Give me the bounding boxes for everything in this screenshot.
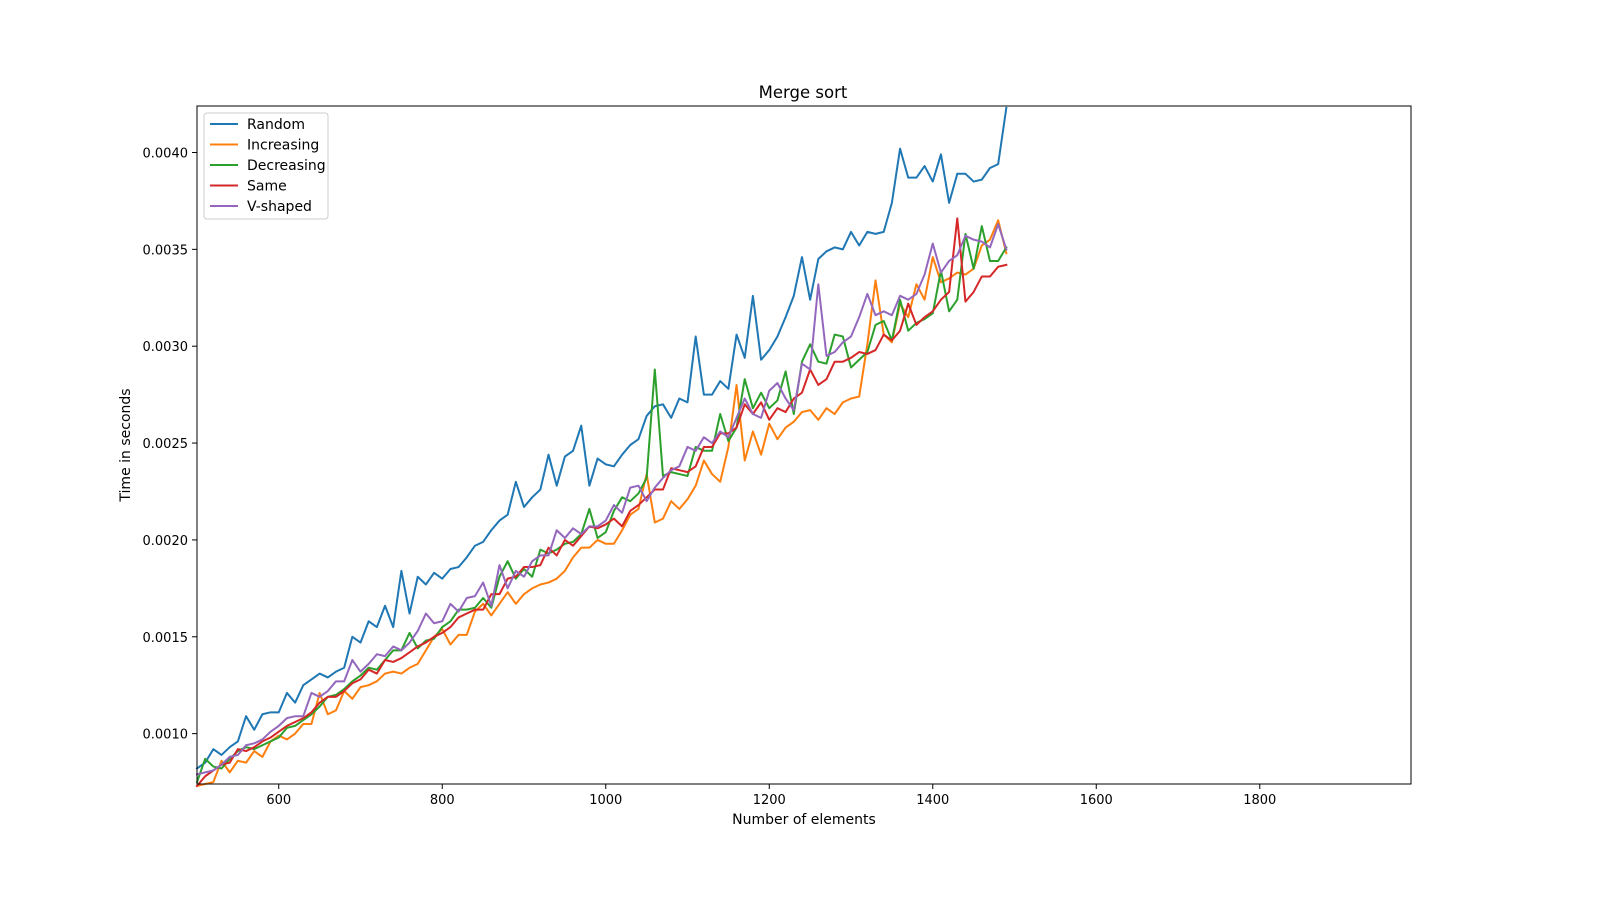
x-tick-label: 1600	[1080, 793, 1113, 808]
plot-area	[195, 105, 1412, 788]
y-tick-label: 0.0035	[143, 243, 189, 258]
y-axis-title: Time in seconds	[118, 388, 134, 502]
y-tick-label: 0.0025	[143, 437, 189, 452]
legend-label: Decreasing	[247, 158, 326, 174]
y-axis: 0.0010 0.0015 0.0020 0.0025 0.0030 0.0035 0.00…	[143, 146, 197, 743]
x-axis-title: Number of elements	[732, 812, 876, 828]
legend-label: Random	[247, 117, 305, 133]
y-tick-label: 0.0015	[143, 631, 189, 646]
series-line-increasing	[195, 219, 1008, 788]
legend-entries: Random Increasing Decreasing Same V-shaped	[210, 117, 326, 215]
legend-label: V-shaped	[247, 199, 312, 215]
x-tick-label: 600	[266, 793, 291, 808]
legend: Random Increasing Decreasing Same V-shaped	[203, 112, 329, 220]
x-tick-label: 1800	[1243, 793, 1276, 808]
series-group	[195, 106, 1008, 788]
series-line-random	[195, 106, 1008, 770]
chart-title: Merge sort	[759, 83, 848, 102]
series-line-v-shaped	[195, 223, 1008, 776]
x-tick-label: 1200	[753, 793, 786, 808]
legend-label: Same	[247, 179, 287, 195]
y-tick-label: 0.0030	[143, 340, 189, 355]
x-tick-label: 1000	[589, 793, 622, 808]
plot-frame	[196, 105, 1412, 785]
x-tick-label: 1400	[916, 793, 949, 808]
series-line-same	[195, 217, 1008, 788]
y-tick-label: 0.0010	[143, 728, 189, 743]
y-tick-label: 0.0040	[143, 146, 189, 161]
y-tick-label: 0.0020	[143, 534, 189, 549]
legend-label: Increasing	[247, 138, 319, 154]
legend-box	[203, 112, 329, 220]
x-tick-label: 800	[430, 793, 455, 808]
x-axis: 600 800 1000 1200 1400 1600 1800	[266, 784, 1276, 808]
